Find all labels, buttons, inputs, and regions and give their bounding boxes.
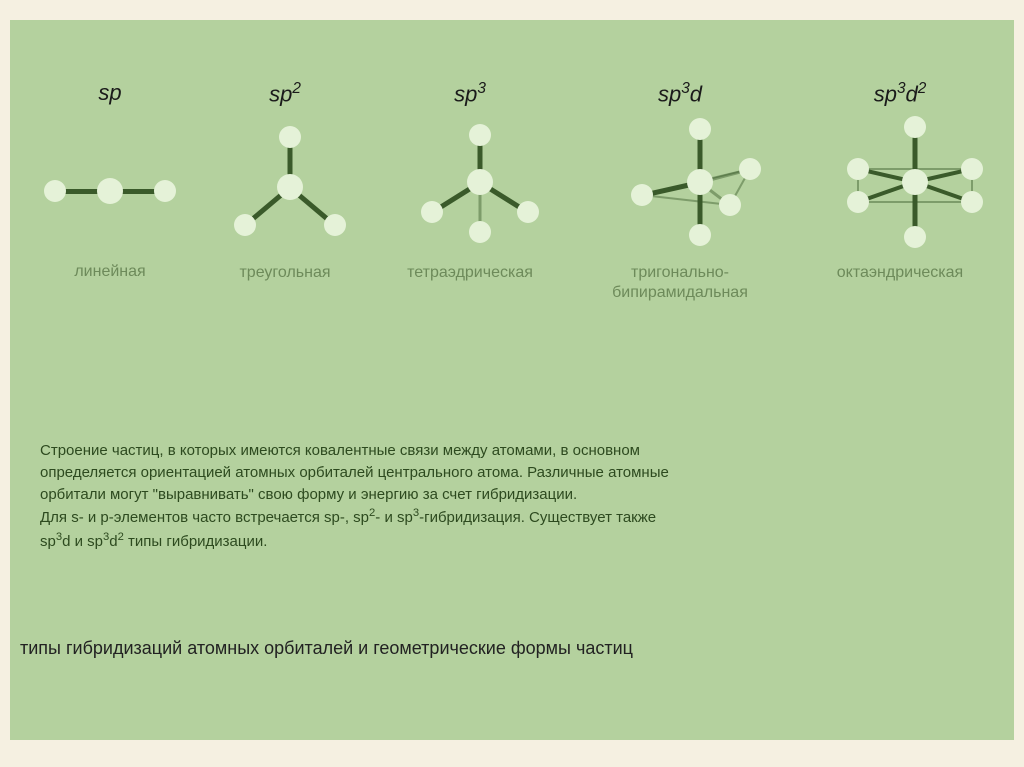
atom [97,178,123,204]
atom [904,116,926,138]
formula-label: sp3d [575,80,785,107]
geometry-label: линейная [30,262,190,282]
atom [902,169,928,195]
atom [469,124,491,146]
atom [467,169,493,195]
atom [234,214,256,236]
atom [324,214,346,236]
diagram-canvas: sp линейная sp2 треугольная sp3 тетраэдрическ… [10,20,1014,740]
formula-label: sp3d2 [800,80,1000,107]
bond [858,201,972,203]
atom [44,180,66,202]
atom [739,158,761,180]
atom [631,184,653,206]
atom [689,118,711,140]
molecule-diagram [30,116,190,256]
atom [154,180,176,202]
molecule-diagram [600,117,760,257]
atom [687,169,713,195]
geometry-cell-sp2: sp2 треугольная [200,80,370,283]
formula-label: sp2 [200,80,370,107]
atom [719,194,741,216]
description-paragraph: Строение частиц, в которых имеются ковал… [40,440,680,553]
atom [279,126,301,148]
geometry-cell-sp3: sp3 тетраэдрическая [375,80,565,283]
atom [961,191,983,213]
molecule-diagram [820,117,980,257]
atom [469,221,491,243]
geometry-cell-sp: sp линейная [30,80,190,282]
formula-label: sp [30,80,190,106]
atom [421,201,443,223]
atom [277,174,303,200]
molecule-diagram [205,117,365,257]
geometry-label: треугольная [200,263,370,283]
geometry-row: sp линейная sp2 треугольная sp3 тетраэдрическ… [10,80,1014,380]
atom [517,201,539,223]
geometry-label: октаэндрическая [800,263,1000,283]
bottom-caption: типы гибридизаций атомных орбиталей и ге… [20,638,633,659]
formula-label: sp3 [375,80,565,107]
molecule-diagram [390,117,550,257]
atom [904,226,926,248]
atom [961,158,983,180]
geometry-label: тригонально-бипирамидальная [575,263,785,303]
atom [847,158,869,180]
geometry-label: тетраэдрическая [375,263,565,283]
geometry-cell-sp3d2: sp3d2 октаэндрическая [800,80,1000,283]
atom [847,191,869,213]
geometry-cell-sp3d: sp3d тригонально-бипирамидальная [575,80,785,303]
atom [689,224,711,246]
